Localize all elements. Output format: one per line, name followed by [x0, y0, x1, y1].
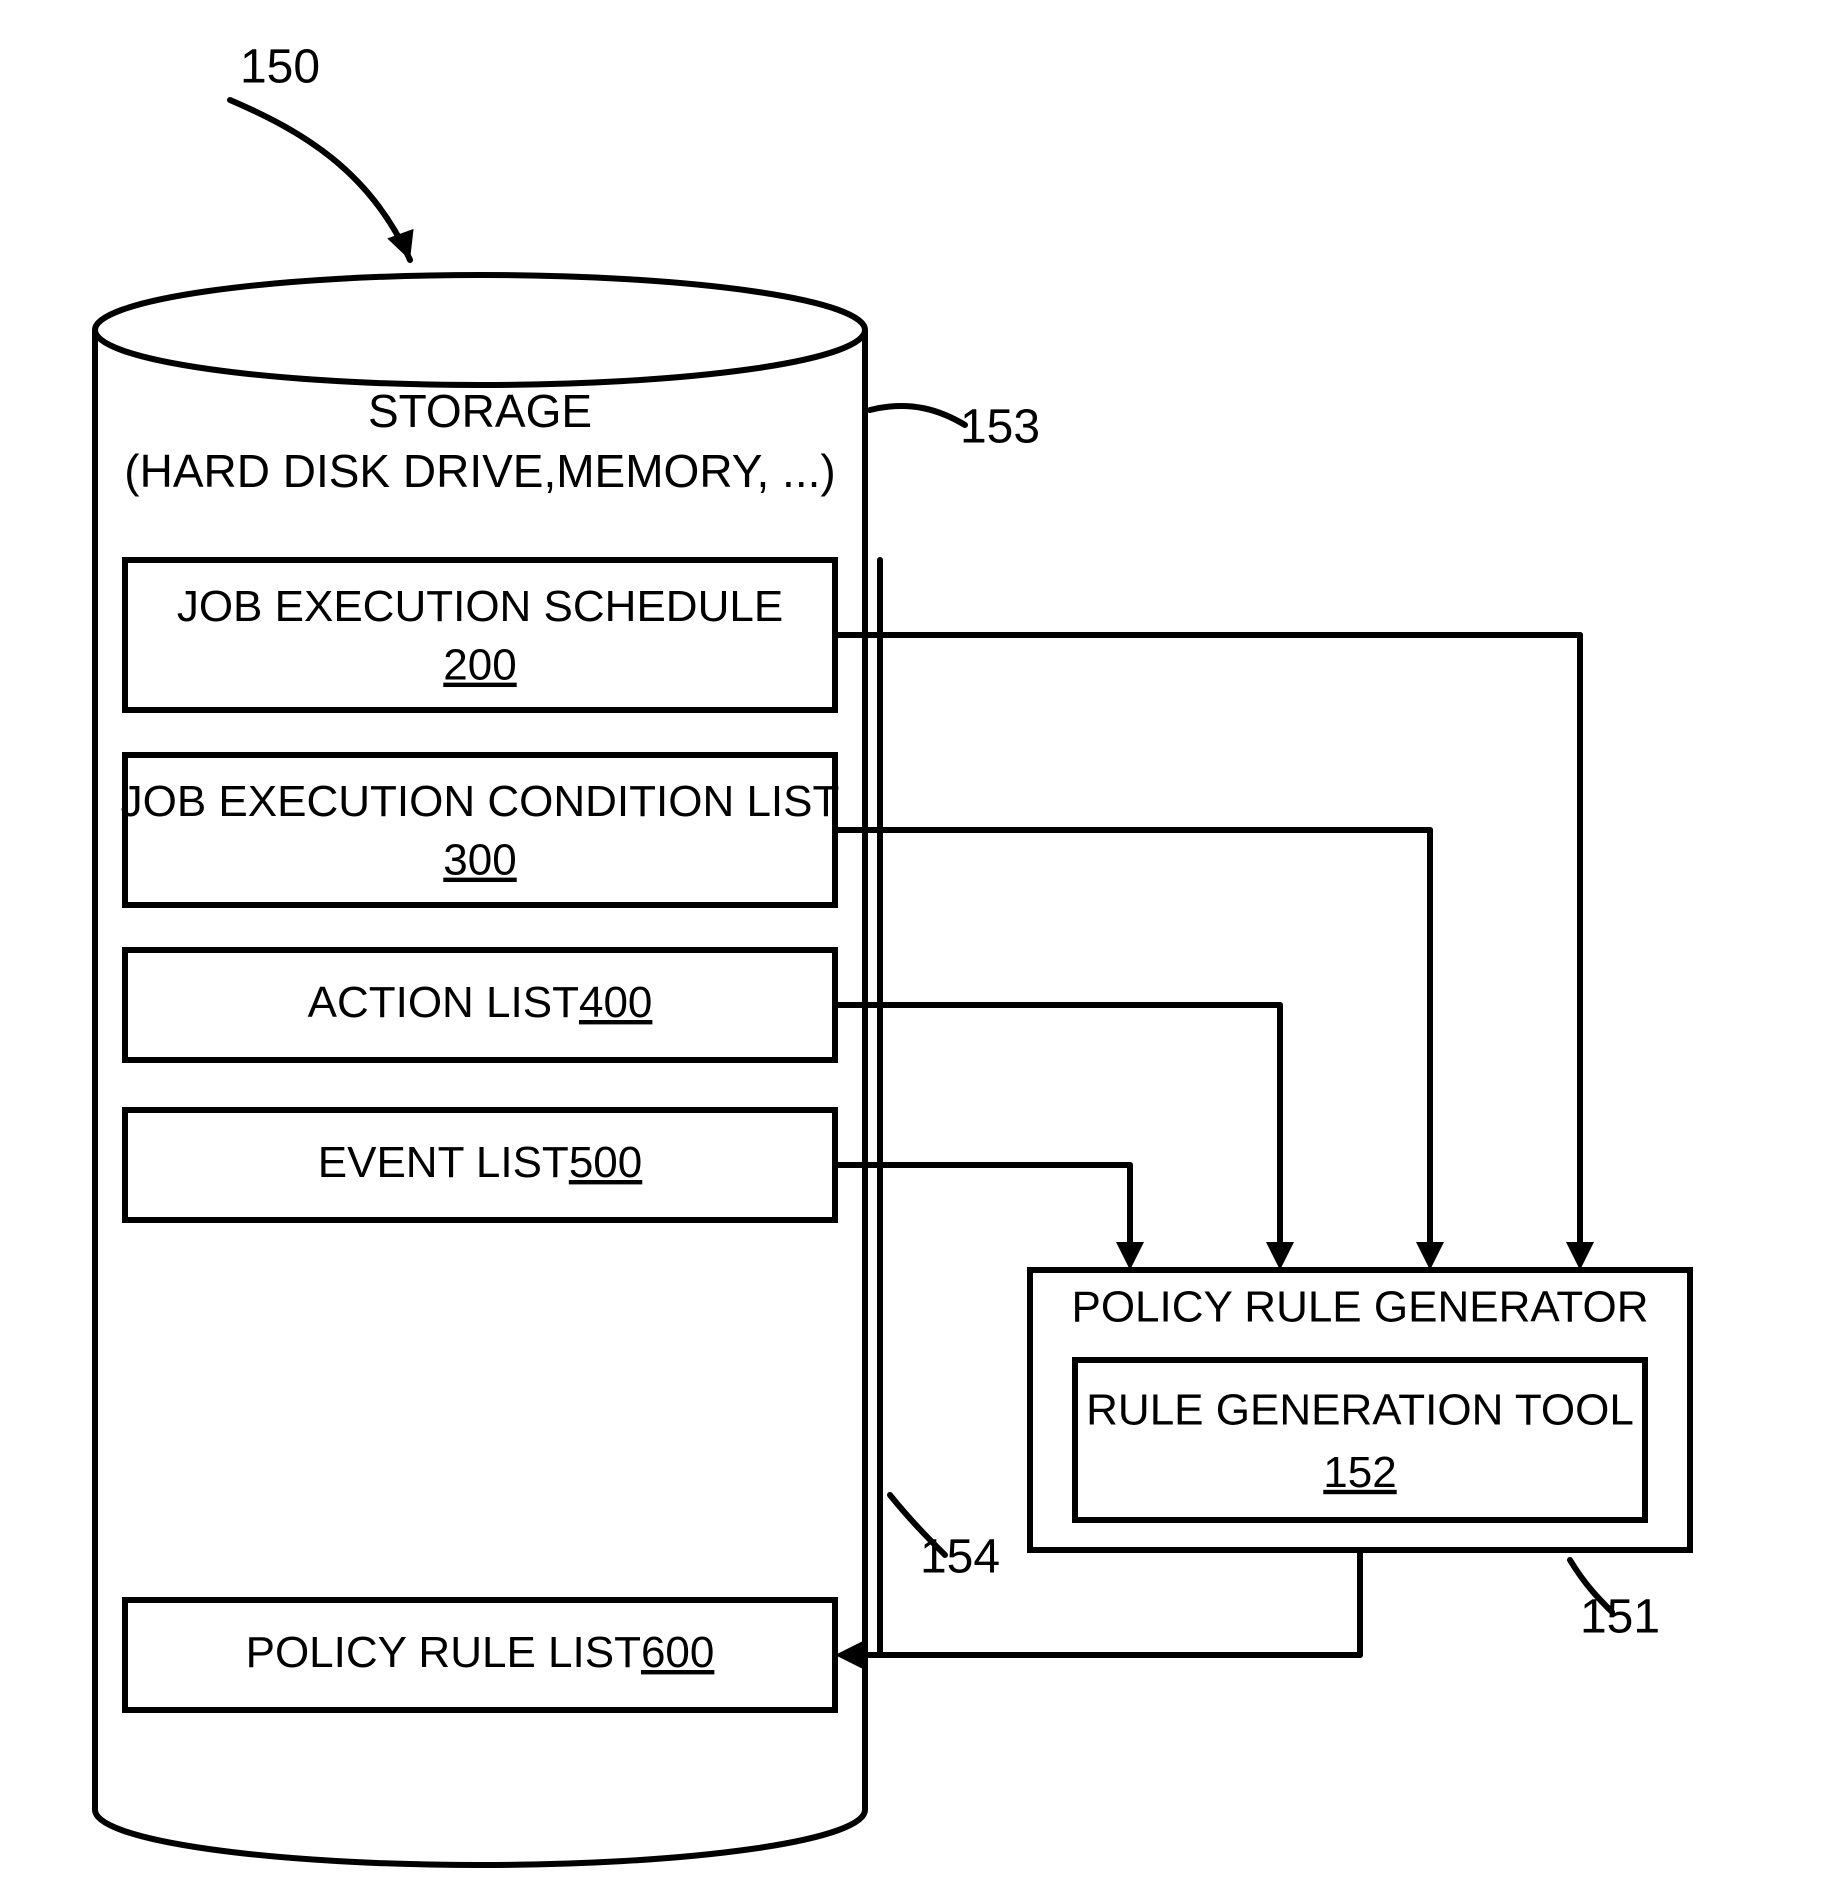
ref-arrow-150 — [230, 100, 414, 260]
ref-label-153: 153 — [960, 401, 1040, 454]
box-policy-list-label: POLICY RULE LIST600 — [246, 1628, 715, 1677]
arrow-job-schedule-to-generator — [880, 635, 1594, 1270]
arrow-generator-to-policy-list — [835, 1550, 1360, 1669]
box-action-list: ACTION LIST400 — [125, 950, 835, 1060]
storage-title: STORAGE — [368, 385, 592, 437]
box-event-list-label: EVENT LIST500 — [318, 1138, 642, 1187]
ref-label-151: 151 — [1580, 1591, 1660, 1644]
box-job-cond: JOB EXECUTION CONDITION LIST 300 — [121, 755, 840, 905]
ref-label-154: 154 — [920, 1531, 1000, 1584]
box-action-list-label: ACTION LIST400 — [308, 978, 653, 1027]
box-job-cond-label: JOB EXECUTION CONDITION LIST — [121, 777, 840, 826]
box-policy-list: POLICY RULE LIST600 — [125, 1600, 835, 1710]
box-job-schedule-ref: 200 — [443, 641, 516, 690]
box-job-schedule-label: JOB EXECUTION SCHEDULE — [177, 582, 783, 631]
storage-cylinder: STORAGE (HARD DISK DRIVE,MEMORY, ...) — [95, 275, 865, 1865]
box-job-cond-ref: 300 — [443, 836, 516, 885]
box-job-schedule: JOB EXECUTION SCHEDULE 200 — [125, 560, 835, 710]
rule-tool-ref: 152 — [1323, 1448, 1396, 1497]
policy-rule-generator: POLICY RULE GENERATOR RULE GENERATION TOO… — [1030, 1270, 1690, 1550]
arrow-event-list-to-generator — [880, 1165, 1144, 1270]
arrow-action-list-to-generator — [880, 1005, 1294, 1270]
arrow-job-cond-to-generator — [880, 830, 1444, 1270]
storage-subtitle: (HARD DISK DRIVE,MEMORY, ...) — [124, 445, 835, 497]
box-event-list: EVENT LIST500 — [125, 1110, 835, 1220]
rule-tool-label: RULE GENERATION TOOL — [1086, 1385, 1634, 1434]
generator-title: POLICY RULE GENERATOR — [1071, 1283, 1648, 1332]
ref-label-150: 150 — [240, 41, 320, 94]
